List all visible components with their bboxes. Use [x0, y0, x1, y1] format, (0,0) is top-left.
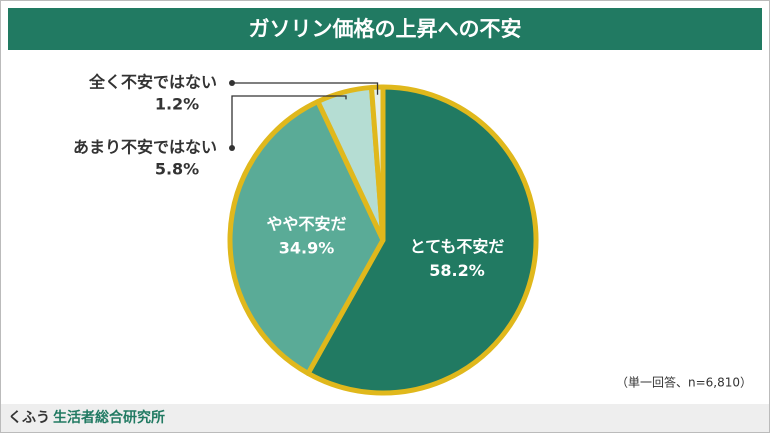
title-bar — [8, 8, 762, 50]
footer: くふう 生活者総合研究所 — [8, 409, 165, 426]
leader-line — [232, 82, 379, 95]
value-label: 1.2% — [155, 95, 199, 114]
slice-label: 全く不安ではない — [88, 73, 217, 92]
value-label: 34.9% — [279, 239, 335, 258]
note: （単一回答、n=6,810） — [616, 375, 752, 390]
value-label: 58.2% — [429, 261, 485, 280]
leader-dot — [229, 145, 235, 151]
source-org: 生活者総合研究所 — [53, 409, 165, 426]
slice-label: あまり不安ではない — [73, 138, 217, 157]
slice-label: とても不安だ — [410, 237, 505, 256]
pie-slice — [305, 84, 539, 396]
leader-dot — [229, 80, 235, 86]
chart-title: ガソリン価格の上昇への不安 — [249, 17, 522, 41]
pie-slice — [227, 99, 386, 376]
value-label: 5.8% — [155, 160, 199, 179]
source-brand: くふう — [8, 410, 50, 426]
slice-label: やや不安だ — [267, 215, 347, 234]
footer-bar — [1, 404, 769, 432]
leader-line — [231, 95, 347, 148]
